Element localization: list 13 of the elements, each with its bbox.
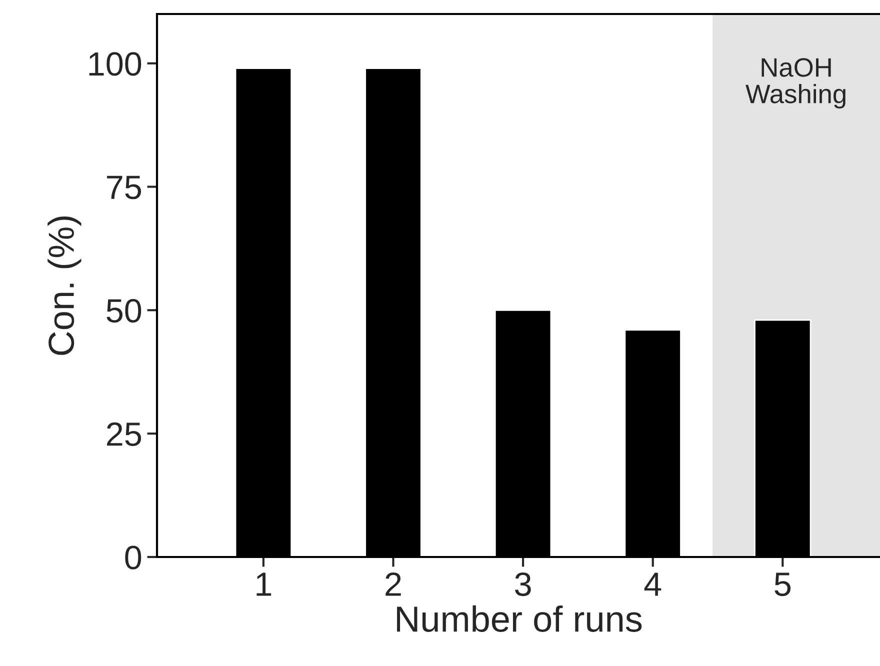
x-tick-label: 3 — [515, 572, 531, 596]
x-tick-label: 2 — [386, 572, 401, 596]
x-tick-label: 4 — [644, 572, 662, 596]
y-tick-label: 25 — [107, 422, 142, 446]
x-tick-label: 5 — [774, 572, 791, 596]
x-tick-label: 1 — [256, 572, 272, 596]
band-label: NaOH Washing — [746, 58, 846, 109]
x-axis-title: Number of runs — [397, 605, 642, 632]
y-tick-label: 100 — [89, 52, 142, 76]
y-axis-title: Con. (%) — [48, 216, 82, 355]
y-tick-label: 50 — [106, 298, 142, 323]
y-tick-label: 0 — [125, 546, 142, 570]
y-tick-label: 75 — [107, 176, 142, 200]
